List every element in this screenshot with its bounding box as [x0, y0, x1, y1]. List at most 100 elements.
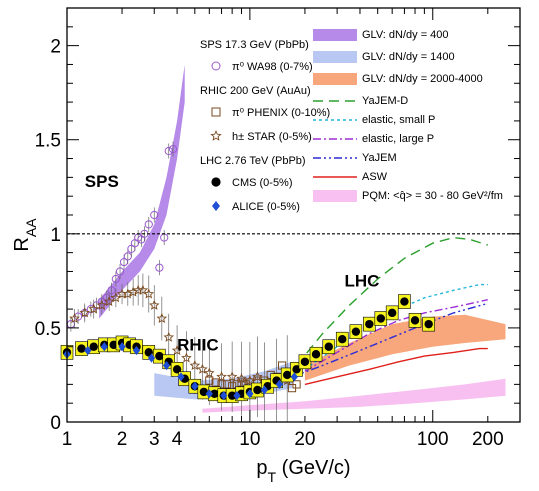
band-glv-dn-dy-400 [99, 64, 185, 319]
point-alice-0-5 [290, 372, 298, 382]
point-wa98-0-7 [164, 146, 173, 156]
x-tick-label: 200 [472, 429, 504, 450]
y-tick-label: 0.5 [35, 319, 61, 340]
legend-header: RHIC 200 GeV (AuAu) [200, 85, 311, 97]
curve-yajem [209, 302, 488, 393]
point-h-star-0-5 [69, 312, 80, 324]
point-cms-0-5 [77, 344, 86, 353]
legend-entry-label: CMS (0-5%) [232, 177, 293, 189]
legend-glv-dn-dy-2000-4000-label: GLV: dN/dy = 2000-4000 [362, 73, 483, 85]
y-tick-label: 0 [50, 413, 61, 434]
point-cms-0-5 [324, 342, 333, 351]
band-pqm [202, 378, 506, 413]
point-cms-0-5 [253, 385, 262, 395]
point-cms-0-5 [210, 389, 219, 398]
point-alice-0-5 [275, 379, 283, 389]
point-alice-0-5 [118, 342, 126, 352]
point-wa98-0-7 [150, 210, 159, 220]
y-tick-label: 1.5 [35, 131, 61, 152]
legend-elastic-small-p-label: elastic, small P [362, 114, 435, 126]
point-h-star-0-5 [143, 288, 155, 299]
point-cms-0-5 [387, 308, 397, 318]
point-alice-0-5 [147, 353, 156, 363]
annotation-lhc: LHC [344, 272, 379, 291]
legend-marker-alice-0-5 [212, 201, 220, 211]
point-h-star-0-5 [244, 375, 256, 386]
annotation-rhic: RHIC [177, 335, 219, 354]
legend-asw-label: ASW [362, 171, 388, 183]
point-alice-0-5 [162, 360, 171, 371]
legend-entry-label: π⁰ PHENIX (0-10%) [232, 107, 330, 119]
x-axis-label: pT (GeV/c) [256, 457, 350, 485]
x-tick-label: 4 [172, 429, 183, 450]
legend-yajem-label: YaJEM [362, 152, 397, 164]
point-cms-0-5 [410, 316, 420, 325]
point-cms-0-5 [172, 365, 182, 374]
point-cms-0-5 [338, 335, 347, 344]
point-h-star-0-5 [163, 331, 175, 342]
y-tick-label: 1 [50, 225, 61, 246]
legend-header: LHC 2.76 TeV (PbPb) [200, 155, 306, 167]
legend-experiments: SPS 17.3 GeV (PbPb) π⁰ WA98 (0-7%) RHIC 20… [200, 39, 330, 213]
point-cms-0-5 [89, 342, 98, 351]
point-alice-0-5 [246, 389, 254, 399]
legend-glv-dn-dy-1400-label: GLV: dN/dy = 1400 [362, 51, 455, 63]
point-alice-0-5 [100, 342, 108, 352]
point-phenix-0-10 [292, 380, 301, 389]
point-alice-0-5 [260, 385, 268, 395]
x-tick-label: 3 [149, 429, 160, 450]
point-wa98-0-7 [115, 267, 125, 276]
point-cms-0-5 [351, 327, 361, 336]
point-wa98-0-7 [107, 286, 116, 295]
point-cms-0-5 [365, 319, 374, 329]
legend-entry-label: π⁰ WA98 (0-7%) [232, 61, 313, 73]
legend-marker-phenix-0-10 [211, 107, 221, 117]
point-h-star-0-5 [252, 371, 263, 382]
point-h-star-0-5 [156, 312, 168, 324]
legend-header: SPS 17.3 GeV (PbPb) [200, 39, 309, 51]
curve-yajem-d [296, 236, 489, 366]
legend-yajem-d-label: YaJEM-D [362, 95, 408, 107]
point-h-star-0-5 [88, 303, 100, 314]
x-tick-label: 100 [417, 429, 449, 450]
point-h-star-0-5 [236, 373, 247, 384]
point-cms-0-5 [300, 357, 310, 366]
point-alice-0-5 [84, 345, 92, 356]
legend-marker-h-star-0-5 [210, 130, 222, 141]
point-h-star-0-5 [189, 359, 201, 371]
legend-glv-dn-dy-400-swatch [313, 29, 357, 41]
point-h-star-0-5 [204, 367, 215, 378]
point-wa98-0-7 [168, 145, 178, 154]
data-points [60, 141, 435, 422]
legend-pqm-q-30-80-gev-fm-label: PQM: <q̂> = 30 - 80 GeV²/fm [362, 190, 503, 202]
point-cms-0-5 [283, 370, 292, 380]
legend-glv-dn-dy-1400-swatch [313, 51, 357, 63]
x-tick-label: 1 [62, 429, 73, 450]
legend-marker-cms-0-5 [211, 177, 221, 187]
point-h-star-0-5 [148, 299, 160, 310]
point-wa98-0-7 [155, 263, 164, 272]
point-h-star-0-5 [103, 295, 115, 307]
point-cms-0-5 [311, 350, 321, 359]
legend-pqm-q-30-80-gev-fm-swatch [313, 190, 357, 202]
point-alice-0-5 [233, 391, 241, 401]
point-cms-0-5 [227, 391, 237, 400]
legend-models: GLV: dN/dy = 400 GLV: dN/dy = 1400 GLV: dN… [313, 29, 503, 202]
legend-glv-dn-dy-2000-4000-swatch [313, 73, 357, 85]
point-h-star-0-5 [197, 363, 208, 374]
point-cms-0-5 [376, 314, 386, 323]
curve-asw [304, 347, 488, 386]
legend-marker-wa98-0-7 [211, 61, 221, 71]
y-axis-label: RAA [11, 218, 39, 252]
point-h-star-0-5 [79, 307, 91, 318]
point-h-star-0-5 [110, 292, 122, 303]
point-alice-0-5 [220, 391, 228, 401]
point-h-star-0-5 [137, 284, 149, 295]
point-cms-0-5 [155, 351, 164, 361]
point-alice-0-5 [132, 345, 141, 356]
point-cms-0-5 [424, 319, 433, 329]
point-alice-0-5 [205, 389, 213, 399]
legend-entry-label: h± STAR (0-5%) [232, 131, 312, 143]
point-h-star-0-5 [226, 371, 238, 382]
